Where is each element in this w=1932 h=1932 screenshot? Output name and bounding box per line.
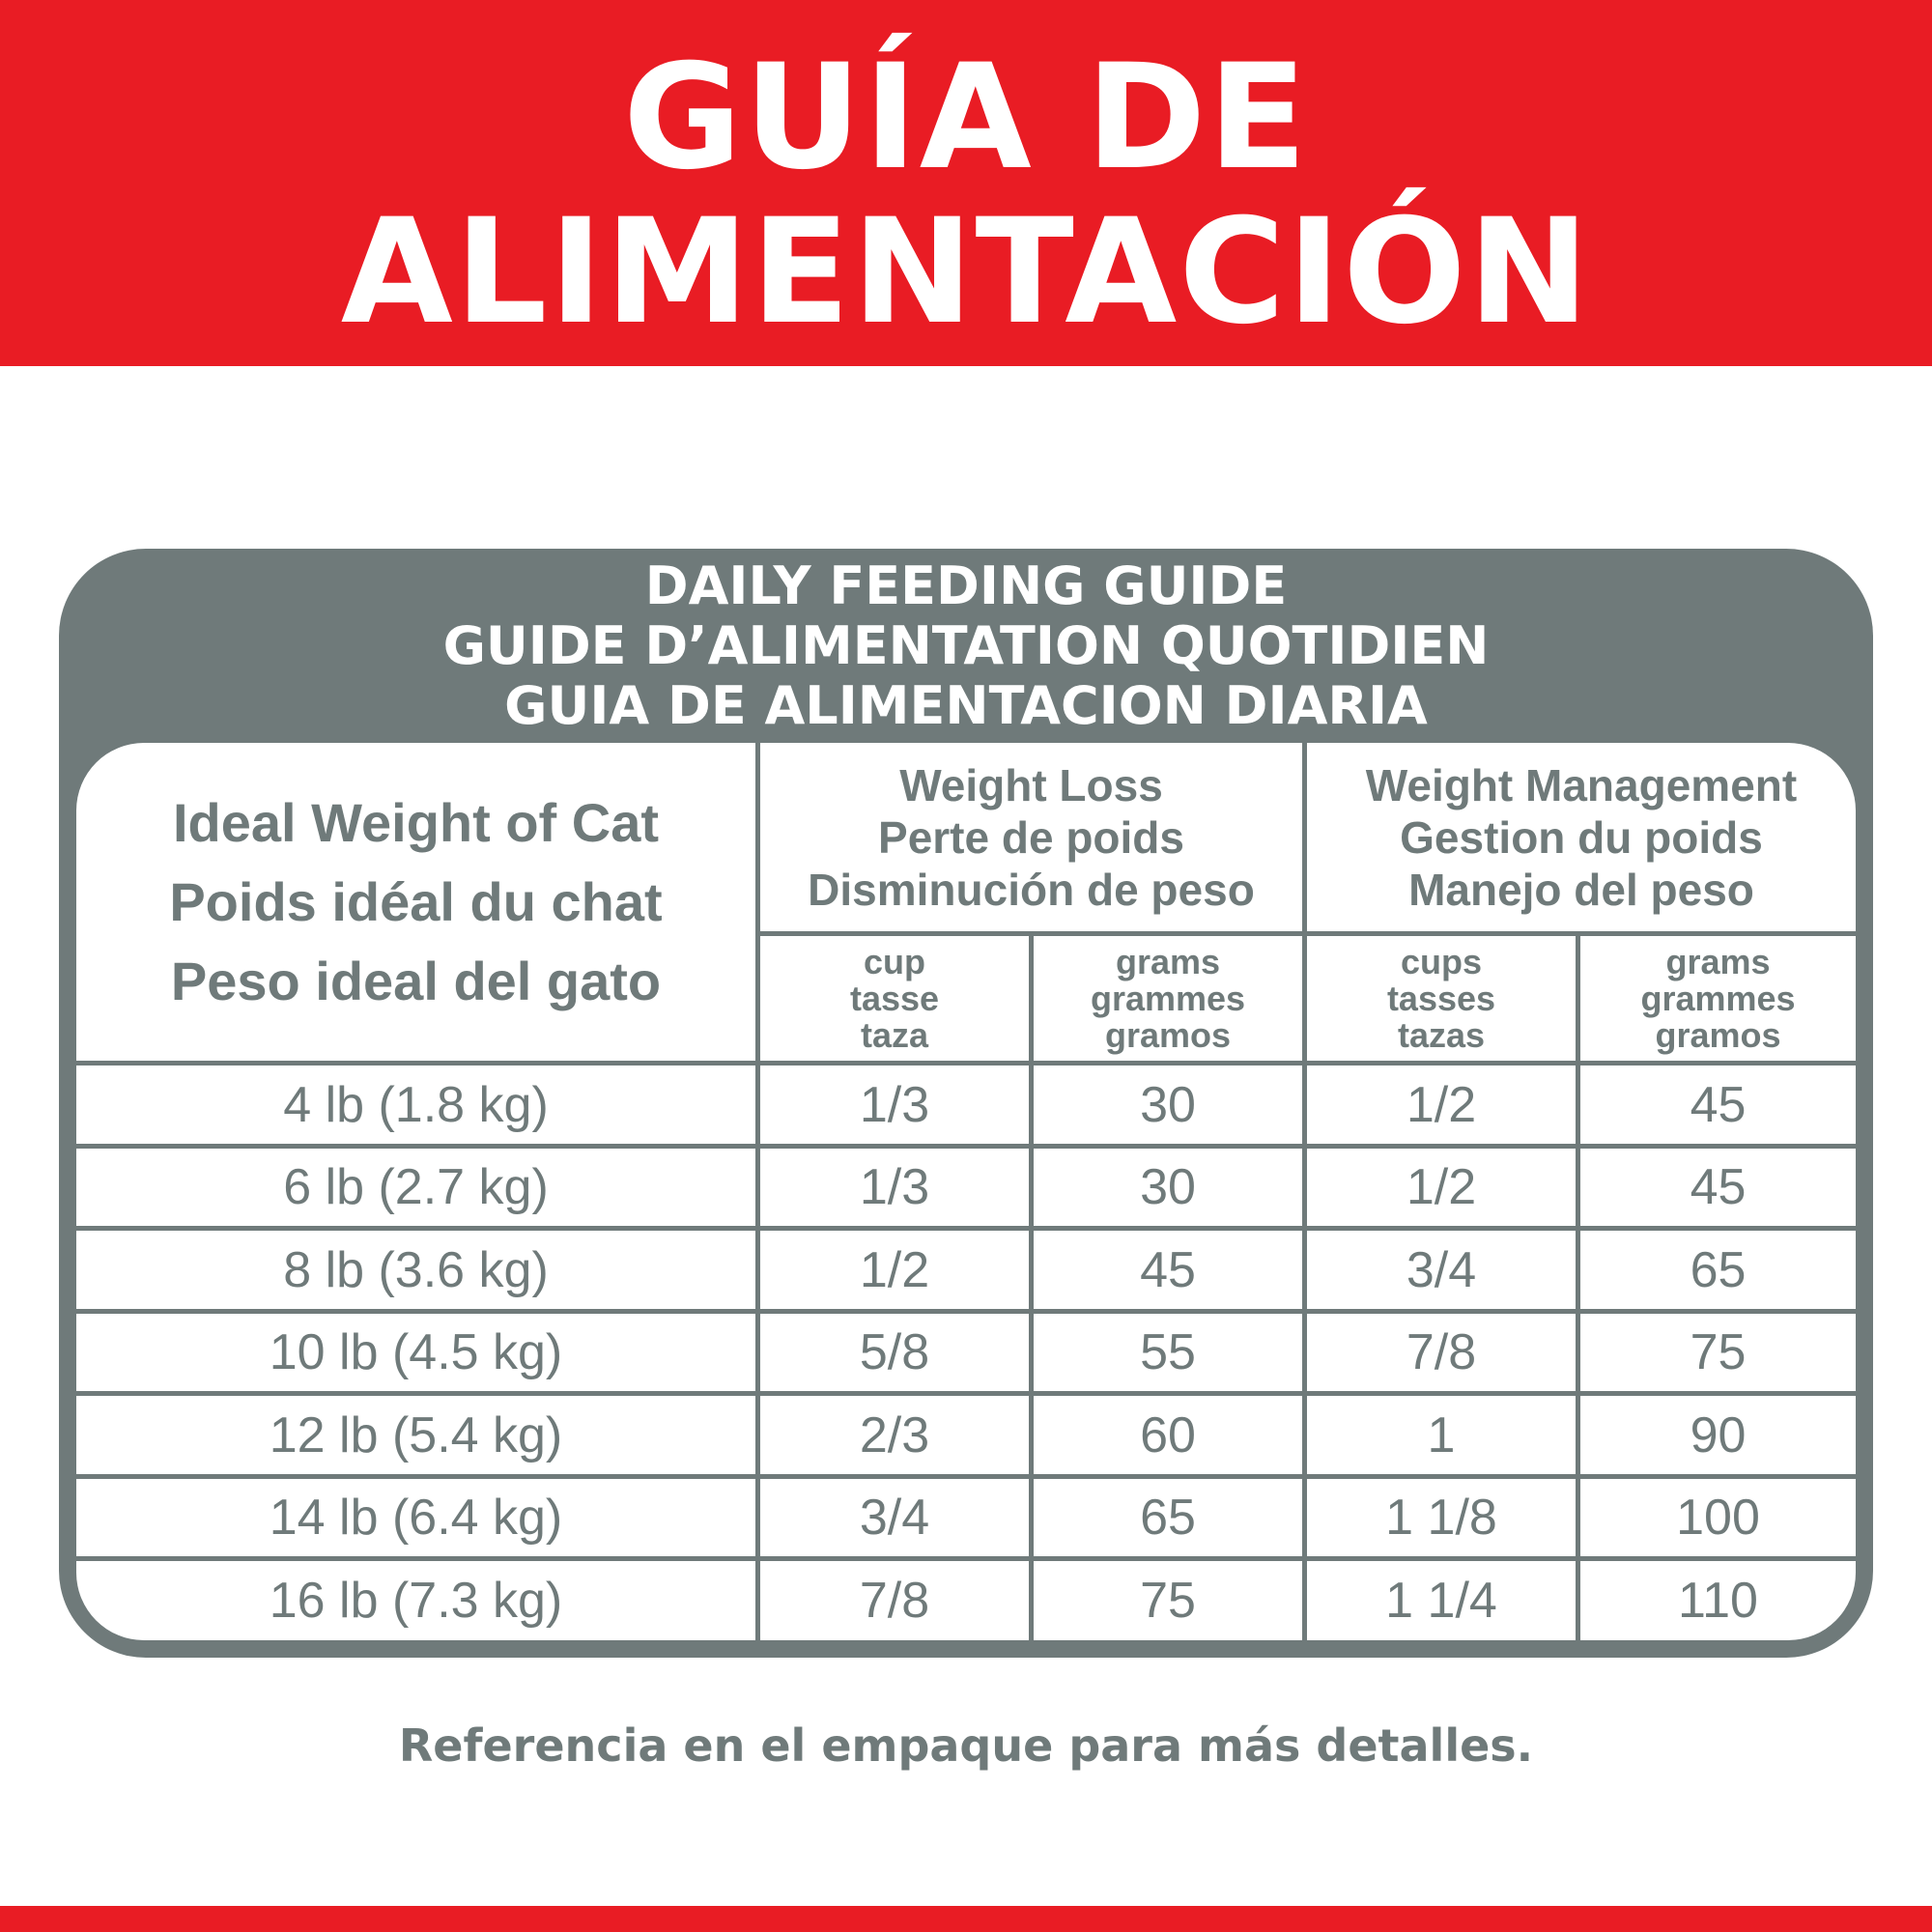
amount-cell: 1/2 (760, 1231, 1029, 1309)
panel-title-es: GUIA DE ALIMENTACION DIARIA (504, 675, 1428, 736)
unit-header: cups tasses tazas (1307, 936, 1576, 1061)
group-label-fr: Perte de poids (878, 811, 1184, 863)
unit-header: grams grammes gramos (1580, 936, 1856, 1061)
amount-cell: 45 (1580, 1065, 1856, 1144)
unit-label: taza (860, 1014, 929, 1055)
amount-cell: 30 (1034, 1149, 1302, 1226)
panel-title-fr: GUIDE D’ALIMENTATION QUOTIDIEN (442, 615, 1490, 676)
group-label-en: Weight Loss (899, 759, 1163, 810)
amount-cell: 75 (1034, 1561, 1302, 1640)
weight-cell: 10 lb (4.5 kg) (76, 1314, 755, 1391)
weight-loss-header: Weight Loss Perte de poids Disminución d… (760, 743, 1302, 931)
weight-header-fr: Poids idéal du chat (169, 870, 663, 932)
amount-cell: 100 (1580, 1479, 1856, 1556)
amount-cell: 1/3 (760, 1065, 1029, 1144)
unit-label: cup (863, 941, 925, 981)
weight-cell: 16 lb (7.3 kg) (76, 1561, 755, 1640)
unit-label: grams (1115, 941, 1221, 981)
amount-cell: 5/8 (760, 1314, 1029, 1391)
amount-cell: 65 (1034, 1479, 1302, 1556)
unit-label: grammes (1640, 978, 1796, 1018)
feeding-table: Ideal Weight of Cat Poids idéal du chat … (76, 743, 1856, 1640)
unit-header: grams grammes gramos (1034, 936, 1302, 1061)
header-banner: GUÍA DE ALIMENTACIÓN (0, 0, 1932, 366)
unit-label: tazas (1397, 1014, 1486, 1055)
unit-header: cup tasse taza (760, 936, 1029, 1061)
weight-cell: 14 lb (6.4 kg) (76, 1479, 755, 1556)
amount-cell: 55 (1034, 1314, 1302, 1391)
weight-cell: 12 lb (5.4 kg) (76, 1396, 755, 1474)
weight-cell: 8 lb (3.6 kg) (76, 1231, 755, 1309)
amount-cell: 60 (1034, 1396, 1302, 1474)
amount-cell: 1/2 (1307, 1065, 1576, 1144)
amount-cell: 1 1/8 (1307, 1479, 1576, 1556)
amount-cell: 75 (1580, 1314, 1856, 1391)
group-label-es: Manejo del peso (1408, 864, 1754, 915)
main-title-line1: GUÍA DE (622, 34, 1310, 202)
amount-cell: 3/4 (760, 1479, 1029, 1556)
amount-cell: 90 (1580, 1396, 1856, 1474)
unit-label: grams (1665, 941, 1771, 981)
footer-note: Referencia en el empaque para más detall… (398, 1719, 1534, 1772)
amount-cell: 7/8 (760, 1561, 1029, 1640)
amount-cell: 1 (1307, 1396, 1576, 1474)
weight-header-en: Ideal Weight of Cat (173, 791, 659, 853)
bottom-bar (0, 1906, 1932, 1932)
weight-management-header: Weight Management Gestion du poids Manej… (1307, 743, 1856, 931)
feeding-guide-panel: DAILY FEEDING GUIDE GUIDE D’ALIMENTATION… (59, 549, 1873, 1658)
amount-cell: 45 (1034, 1231, 1302, 1309)
amount-cell: 2/3 (760, 1396, 1029, 1474)
group-label-es: Disminución de peso (808, 864, 1255, 915)
unit-label: grammes (1090, 978, 1246, 1018)
amount-cell: 3/4 (1307, 1231, 1576, 1309)
amount-cell: 1/3 (760, 1149, 1029, 1226)
group-label-fr: Gestion du poids (1400, 811, 1763, 863)
group-label-en: Weight Management (1365, 759, 1798, 810)
amount-cell: 7/8 (1307, 1314, 1576, 1391)
weight-column-header: Ideal Weight of Cat Poids idéal du chat … (76, 743, 755, 1061)
amount-cell: 45 (1580, 1149, 1856, 1226)
unit-label: cups (1400, 941, 1483, 981)
amount-cell: 1 1/4 (1307, 1561, 1576, 1640)
amount-cell: 1/2 (1307, 1149, 1576, 1226)
weight-cell: 4 lb (1.8 kg) (76, 1065, 755, 1144)
main-title-line2: ALIMENTACIÓN (340, 188, 1592, 356)
weight-header-es: Peso ideal del gato (170, 950, 662, 1011)
panel-title-en: DAILY FEEDING GUIDE (644, 555, 1288, 616)
unit-label: tasse (849, 978, 940, 1018)
unit-label: gramos (1655, 1014, 1781, 1055)
unit-label: gramos (1104, 1014, 1232, 1055)
amount-cell: 30 (1034, 1065, 1302, 1144)
amount-cell: 65 (1580, 1231, 1856, 1309)
unit-label: tasses (1386, 978, 1496, 1018)
amount-cell: 110 (1580, 1561, 1856, 1640)
weight-cell: 6 lb (2.7 kg) (76, 1149, 755, 1226)
